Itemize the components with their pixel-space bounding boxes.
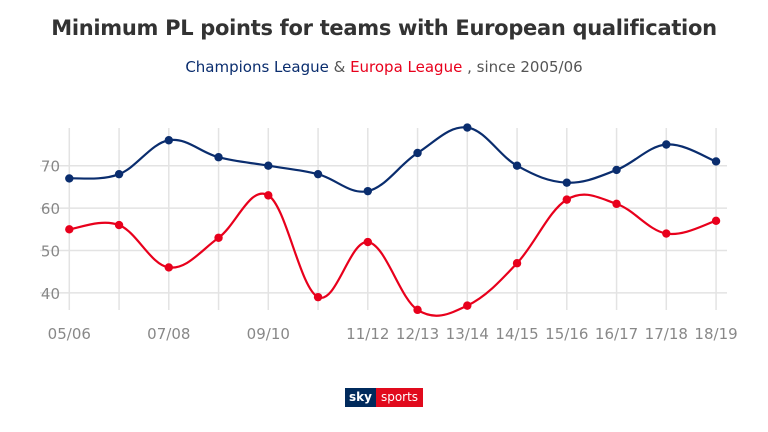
x-tick-label: 12/13 (396, 325, 439, 343)
data-point (463, 123, 472, 132)
data-point (612, 165, 621, 175)
data-point (214, 153, 223, 162)
data-point (413, 148, 422, 158)
data-point (512, 161, 522, 170)
data-point (264, 161, 273, 170)
x-tick-label: 07/08 (147, 325, 190, 343)
sky-sports-logo: sky sports (345, 388, 424, 407)
data-point (65, 174, 74, 183)
data-point (65, 225, 74, 234)
legend-champions-league: Champions League (185, 58, 329, 76)
data-point (164, 136, 173, 145)
data-point (214, 233, 223, 242)
data-point (512, 259, 522, 268)
y-tick-label: 60 (41, 200, 60, 218)
x-tick-label: 05/06 (48, 325, 91, 343)
data-point (562, 195, 571, 204)
data-point (164, 263, 173, 272)
data-point (313, 292, 323, 302)
y-tick-label: 70 (41, 158, 60, 176)
y-tick-label: 40 (41, 285, 60, 303)
data-point (363, 186, 372, 196)
data-point (363, 237, 372, 247)
data-point (662, 140, 671, 149)
data-point (662, 229, 671, 238)
x-tick-label: 11/12 (346, 325, 389, 343)
data-point (463, 301, 472, 310)
y-tick-label: 50 (41, 243, 60, 261)
data-point (114, 220, 124, 230)
subtitle-separator: & (328, 58, 351, 76)
data-point (711, 157, 721, 166)
legend-europa-league: Europa League (350, 58, 463, 76)
x-tick-label: 09/10 (247, 325, 290, 343)
data-point (711, 216, 721, 226)
x-tick-label: 15/16 (545, 325, 588, 343)
logo-sports: sports (375, 388, 424, 407)
data-point (562, 178, 571, 187)
x-tick-label: 14/15 (495, 325, 538, 343)
chart-subtitle: Champions League & Europa League , since… (0, 58, 768, 76)
subtitle-rest: , since 2005/06 (462, 58, 583, 76)
series-line-europa-league (69, 192, 717, 317)
x-tick-label: 13/14 (446, 325, 489, 343)
logo-sky: sky (345, 388, 376, 407)
data-point (114, 169, 124, 179)
data-point (612, 199, 621, 209)
data-point (413, 305, 422, 315)
chart-title: Minimum PL points for teams with Europea… (51, 16, 717, 40)
data-point (313, 169, 323, 179)
data-point (264, 191, 273, 200)
x-tick-label: 17/18 (645, 325, 688, 343)
x-tick-label: 16/17 (595, 325, 638, 343)
x-tick-label: 18/19 (694, 325, 737, 343)
